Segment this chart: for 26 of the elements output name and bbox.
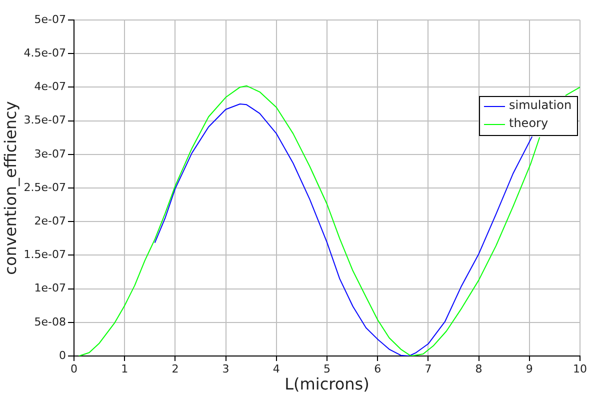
y-tick-label: 1e-07: [34, 282, 66, 295]
y-tick-label: 2.5e-07: [24, 180, 66, 194]
x-tick-label: 1: [121, 362, 128, 376]
x-tick-label: 2: [172, 362, 179, 376]
x-tick-label: 6: [374, 362, 382, 376]
y-tick-label: 3e-07: [34, 147, 66, 160]
x-tick-label: 4: [272, 362, 280, 376]
y-tick-label: 4e-07: [34, 80, 66, 94]
y-axis-title: convention_efficiency: [0, 101, 20, 275]
x-tick-label: 7: [424, 362, 432, 376]
y-tick-label: 1.5e-07: [24, 248, 66, 262]
x-tick-label: 10: [573, 362, 587, 376]
y-tick-label: 3.5e-07: [24, 114, 66, 127]
legend-label: simulation: [509, 98, 572, 112]
x-tick-label: 0: [70, 362, 78, 376]
legend-label: theory: [509, 116, 548, 130]
y-tick-label: 0: [59, 348, 66, 362]
x-axis-title: L(microns): [284, 374, 370, 394]
x-tick-label: 8: [475, 362, 482, 376]
x-tick-label: 5: [324, 362, 330, 376]
y-tick-label: 5e-08: [34, 315, 66, 328]
x-tick-label: 3: [222, 362, 230, 376]
y-tick-label: 2e-07: [34, 214, 66, 228]
y-tick-label: 4.5e-07: [24, 46, 66, 60]
x-tick-label: 9: [526, 362, 533, 376]
y-tick-label: 5e-07: [34, 12, 66, 26]
